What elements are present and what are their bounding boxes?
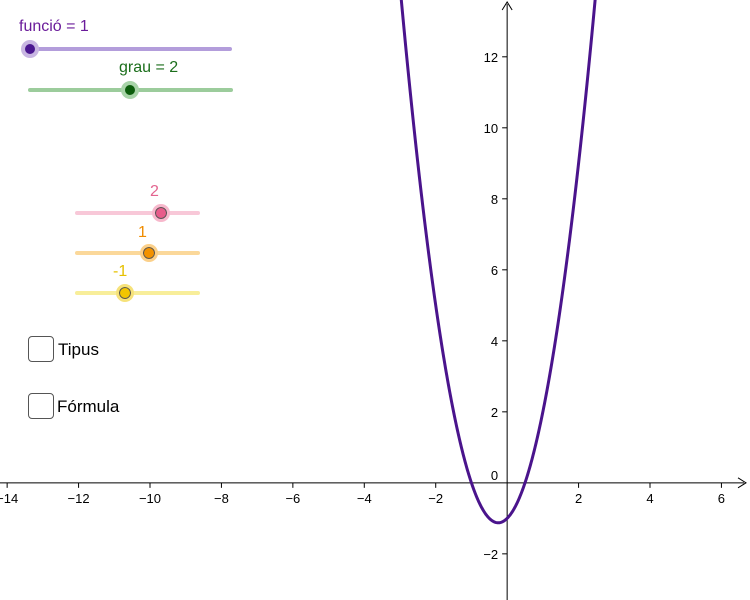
x-tick-label: 6 — [718, 491, 725, 506]
coef-b-slider-track[interactable] — [75, 251, 200, 255]
coef-a-slider-knob[interactable] — [152, 204, 170, 222]
coef-a-slider-label: 2 — [150, 183, 159, 200]
x-tick-label: −6 — [285, 491, 300, 506]
x-tick-label: 4 — [646, 491, 653, 506]
y-tick-label: 10 — [484, 121, 498, 136]
function-curve — [399, 0, 597, 525]
x-tick-label: −10 — [139, 491, 161, 506]
x-tick-label: −14 — [0, 491, 18, 506]
x-tick-label: −8 — [214, 491, 229, 506]
y-tick-label: 4 — [491, 334, 498, 349]
origin-label: 0 — [491, 468, 498, 483]
y-tick-label: −2 — [483, 547, 498, 562]
coef-c-slider-label: -1 — [113, 263, 128, 280]
y-tick-label: 8 — [491, 192, 498, 207]
x-tick-label: −2 — [428, 491, 443, 506]
x-tick-label: −12 — [68, 491, 90, 506]
tipus-checkbox[interactable] — [28, 336, 54, 362]
y-tick-label: 12 — [484, 50, 498, 65]
y-tick-label: 6 — [491, 263, 498, 278]
funcio-slider-track[interactable] — [30, 47, 232, 51]
y-axis-arrow — [501, 1, 513, 11]
x-tick-label: 2 — [575, 491, 582, 506]
coef-b-slider-knob[interactable] — [140, 244, 158, 262]
x-axis-arrow — [737, 477, 747, 489]
coef-c-slider-knob[interactable] — [116, 284, 134, 302]
formula-checkbox[interactable] — [28, 393, 54, 419]
tipus-checkbox-label: Tipus — [58, 340, 99, 359]
x-tick-label: −4 — [357, 491, 372, 506]
funcio-slider-knob[interactable] — [21, 40, 39, 58]
coef-b-slider-label: 1 — [138, 224, 147, 241]
formula-checkbox-label: Fórmula — [57, 397, 120, 416]
grau-slider-label: grau = 2 — [119, 59, 179, 76]
coef-c-slider-track[interactable] — [75, 291, 200, 295]
coef-a-slider-track[interactable] — [75, 211, 200, 215]
grau-slider-knob[interactable] — [121, 81, 139, 99]
y-tick-label: 2 — [491, 405, 498, 420]
funcio-slider-label: funció = 1 — [19, 18, 89, 35]
